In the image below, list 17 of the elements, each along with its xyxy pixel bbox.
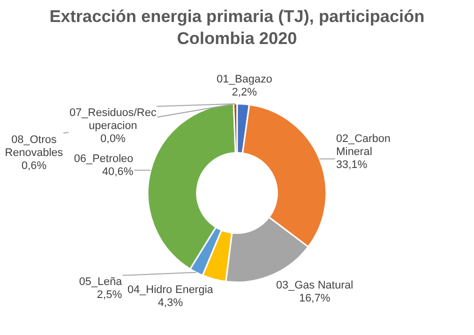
data-label: 33,1% <box>336 158 368 171</box>
slice-label: 02_Carbon Mineral <box>336 132 391 158</box>
data-label: 0,6% <box>21 160 47 172</box>
slice-label: 04_Hidro Energia <box>128 284 214 296</box>
slice-label: 01_Bagazo <box>216 74 272 86</box>
slice-label: 05_Leña <box>79 276 123 288</box>
data-label: 4,3% <box>158 297 184 310</box>
chart-title: Extracción energia primaria (TJ), participación Colombia 2020 <box>48 6 426 50</box>
slice-label: 08_Otros Renovables <box>4 134 64 159</box>
category-label: 07_Residuos/Recuperacion <box>70 106 156 132</box>
text: 0,0% <box>100 132 126 145</box>
data-label: 2,5% <box>96 288 122 301</box>
data-label: 16,7% <box>299 292 330 304</box>
slice-label: 06_Petroleo <box>74 153 134 166</box>
slice-label: 03_Gas Natural <box>276 279 354 292</box>
data-label: 2,2% <box>232 86 258 99</box>
data-label: 40,6% <box>102 166 134 178</box>
